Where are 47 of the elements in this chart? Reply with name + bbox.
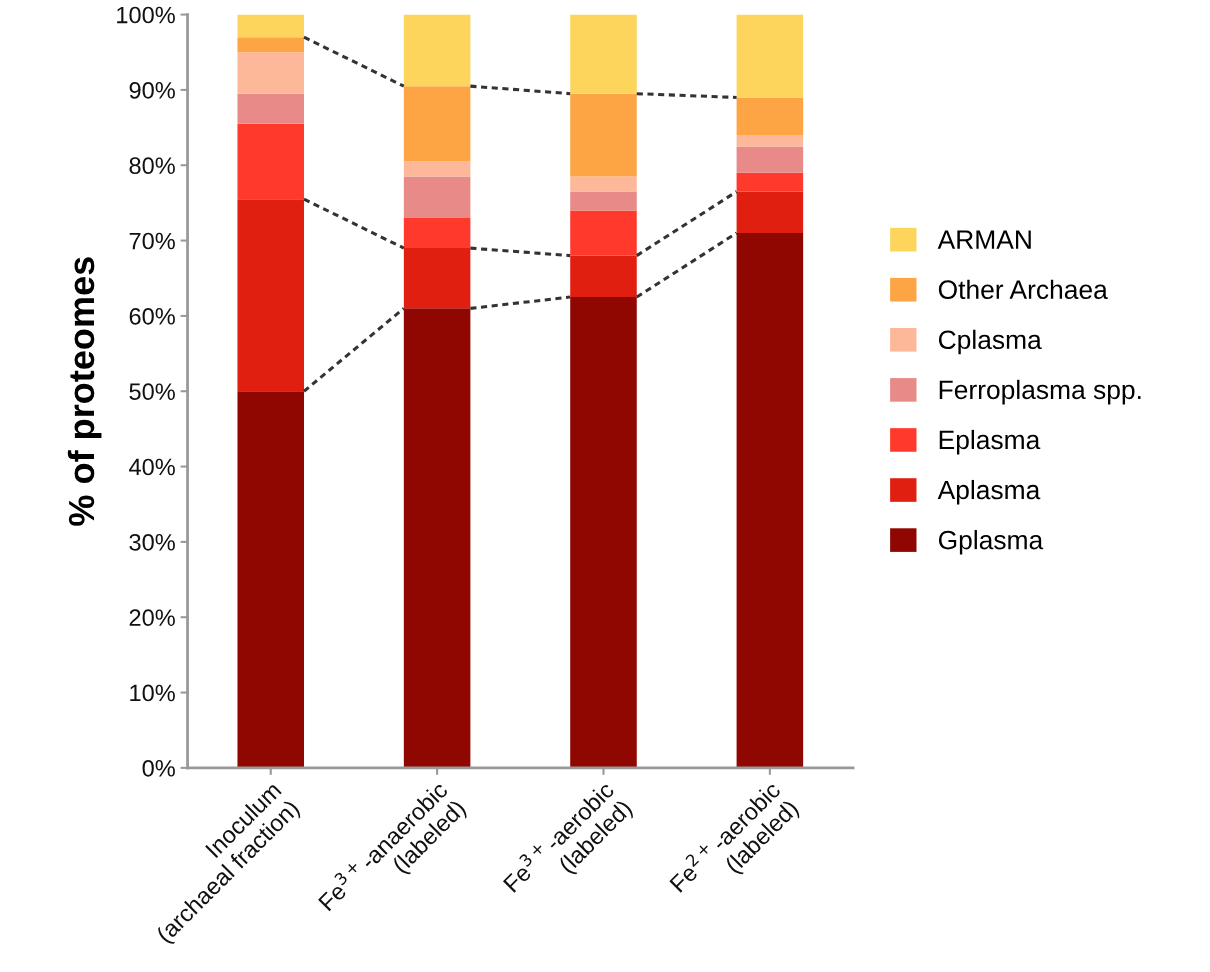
bar bbox=[403, 86, 471, 162]
y-tick-label: 30% bbox=[129, 533, 175, 551]
y-tick-label: 60% bbox=[129, 307, 175, 325]
bar bbox=[403, 176, 471, 218]
bar bbox=[570, 297, 637, 768]
y-tick-label: 50% bbox=[129, 383, 175, 401]
legend-label: Eplasma bbox=[939, 429, 1041, 455]
y-tick-label: 20% bbox=[129, 609, 175, 627]
bar bbox=[570, 191, 637, 211]
legend-label: Ferroplasma spp. bbox=[939, 379, 1141, 405]
legend-label: Gplasma bbox=[938, 530, 1044, 555]
legend-label: Aplasma bbox=[937, 479, 1041, 505]
bar bbox=[403, 161, 471, 177]
y-tick-label: 80% bbox=[129, 157, 175, 175]
y-tick-label: 40% bbox=[129, 458, 175, 476]
bar bbox=[570, 210, 637, 256]
y-tick-label: 100% bbox=[117, 6, 175, 24]
y-tick-label: 0% bbox=[142, 759, 175, 777]
bar bbox=[237, 93, 305, 124]
bar bbox=[403, 308, 471, 768]
bar bbox=[403, 217, 471, 249]
bar bbox=[237, 37, 305, 53]
bar bbox=[736, 97, 804, 136]
legend-label: ARMAN bbox=[937, 230, 1031, 249]
y-axis-title: % of proteomes bbox=[67, 257, 102, 526]
legend-label: Other Archaea bbox=[938, 279, 1108, 300]
bar bbox=[403, 248, 471, 309]
bar bbox=[237, 52, 305, 94]
bar bbox=[736, 233, 804, 768]
y-tick-label: 90% bbox=[129, 81, 175, 99]
bar bbox=[736, 146, 804, 173]
bar bbox=[736, 14, 804, 98]
bar bbox=[570, 176, 637, 192]
bar bbox=[403, 14, 471, 87]
legend-label: Cplasma bbox=[938, 329, 1042, 355]
bar bbox=[237, 14, 305, 38]
bar bbox=[736, 135, 804, 147]
bar bbox=[237, 391, 305, 768]
bar bbox=[570, 14, 637, 94]
bar bbox=[736, 172, 804, 192]
y-tick-label: 70% bbox=[129, 232, 175, 250]
bar bbox=[237, 199, 305, 392]
bar bbox=[736, 191, 804, 234]
y-tick-label: 10% bbox=[130, 684, 175, 702]
bar bbox=[570, 255, 637, 298]
bar bbox=[570, 93, 637, 177]
bar bbox=[237, 123, 305, 200]
